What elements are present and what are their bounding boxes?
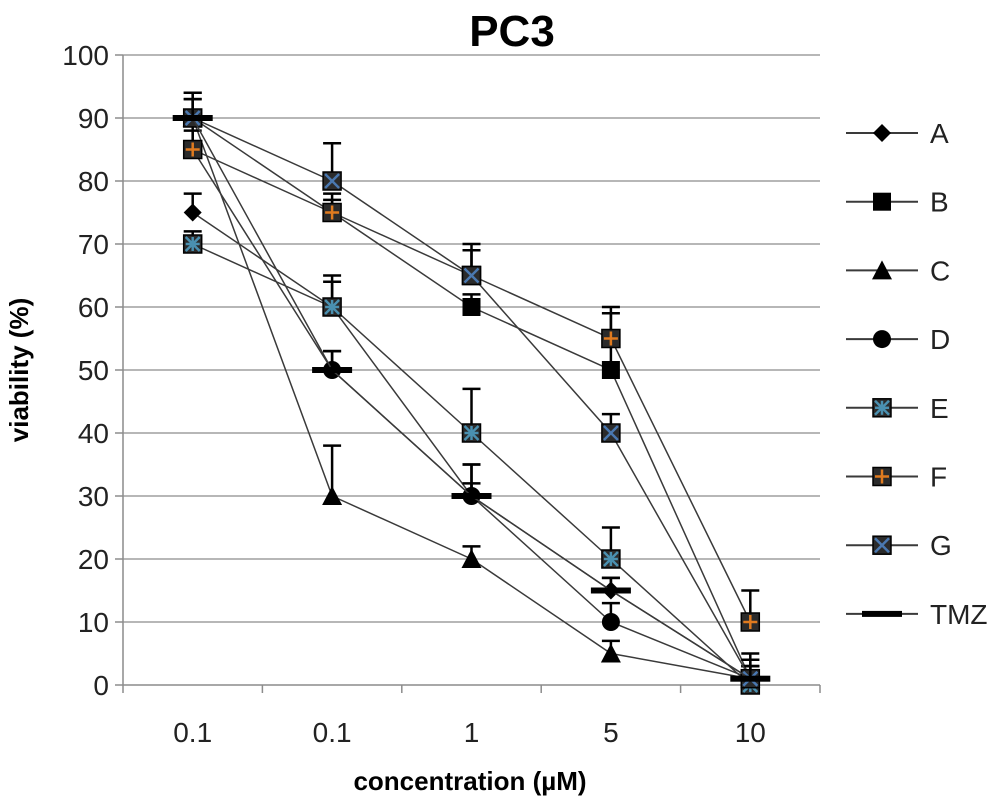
y-tick-label: 70 — [78, 229, 109, 260]
legend-item-tmz: TMZ — [846, 599, 988, 630]
data-point-e — [322, 297, 342, 317]
y-tick-label: 30 — [78, 481, 109, 512]
data-point-tmz — [451, 493, 492, 499]
y-tick-label: 60 — [78, 292, 109, 323]
legend-marker-f — [872, 466, 892, 487]
data-point-f — [322, 202, 342, 223]
legend-marker-d — [873, 330, 891, 349]
legend-label-f: F — [930, 462, 947, 493]
legend-item-f: F — [846, 462, 947, 493]
data-point-c — [600, 643, 621, 663]
legend-marker-g — [872, 535, 892, 555]
series-tmz — [172, 97, 771, 682]
legend-label-e: E — [930, 393, 949, 424]
data-point-tmz — [730, 675, 771, 682]
y-axis-label: viability (%) — [4, 298, 34, 442]
y-tick-labels: 0 10 20 30 40 50 60 70 80 90 100 — [62, 40, 109, 701]
x-tick-labels: 0.1 0.1 1 5 10 — [173, 717, 766, 748]
data-point-a — [183, 203, 202, 222]
legend-label-tmz: TMZ — [930, 599, 988, 630]
legend-marker-tmz — [862, 610, 902, 617]
x-tick-label: 1 — [464, 717, 480, 748]
legend: A B C D E F G TMZ — [846, 118, 988, 630]
data-point-g — [322, 171, 342, 191]
legend-item-b: B — [846, 187, 949, 218]
legend-item-g: G — [846, 530, 952, 561]
x-axis-label: concentration (µM) — [353, 766, 586, 796]
legend-label-b: B — [930, 187, 949, 218]
data-point-g — [601, 423, 621, 443]
data-point-g — [461, 265, 482, 286]
data-point-tmz — [312, 367, 353, 373]
axes — [122, 55, 821, 693]
data-series — [172, 91, 771, 695]
data-point-e — [601, 549, 621, 569]
y-tick-label: 50 — [78, 355, 109, 386]
data-point-tmz — [172, 115, 213, 121]
x-tick-label: 0.1 — [313, 717, 352, 748]
data-point-c — [461, 549, 482, 568]
data-point-c — [322, 486, 343, 505]
data-point-e — [182, 234, 203, 254]
gridlines — [115, 54, 820, 686]
legend-item-c: C — [846, 255, 950, 286]
y-tick-label: 20 — [78, 544, 109, 575]
data-point-d — [601, 613, 620, 631]
y-tick-label: 80 — [78, 166, 109, 197]
x-tick-label: 5 — [603, 717, 619, 748]
legend-item-d: D — [846, 324, 950, 355]
legend-label-c: C — [930, 255, 950, 286]
legend-label-g: G — [930, 530, 952, 561]
legend-item-e: E — [846, 393, 949, 424]
y-tick-label: 40 — [78, 418, 109, 449]
legend-marker-c — [872, 260, 892, 280]
y-tick-label: 10 — [78, 607, 109, 638]
legend-label-a: A — [930, 118, 949, 149]
legend-item-a: A — [846, 118, 949, 149]
x-tick-label: 0.1 — [173, 717, 212, 748]
data-point-f — [740, 612, 761, 632]
data-point-b — [601, 361, 620, 379]
x-tick-label: 10 — [735, 717, 766, 748]
y-tick-label: 90 — [78, 103, 109, 134]
data-point-f — [601, 328, 621, 349]
data-point-b — [462, 298, 481, 316]
data-point-e — [461, 423, 482, 443]
legend-marker-e — [872, 398, 892, 418]
legend-marker-b — [873, 192, 891, 211]
y-tick-label: 100 — [62, 40, 109, 71]
data-point-f — [182, 139, 203, 160]
data-point-tmz — [590, 587, 631, 594]
y-tick-label: 0 — [93, 670, 109, 701]
legend-label-d: D — [930, 324, 950, 355]
legend-marker-a — [873, 124, 891, 142]
chart-title: PC3 — [469, 7, 555, 56]
